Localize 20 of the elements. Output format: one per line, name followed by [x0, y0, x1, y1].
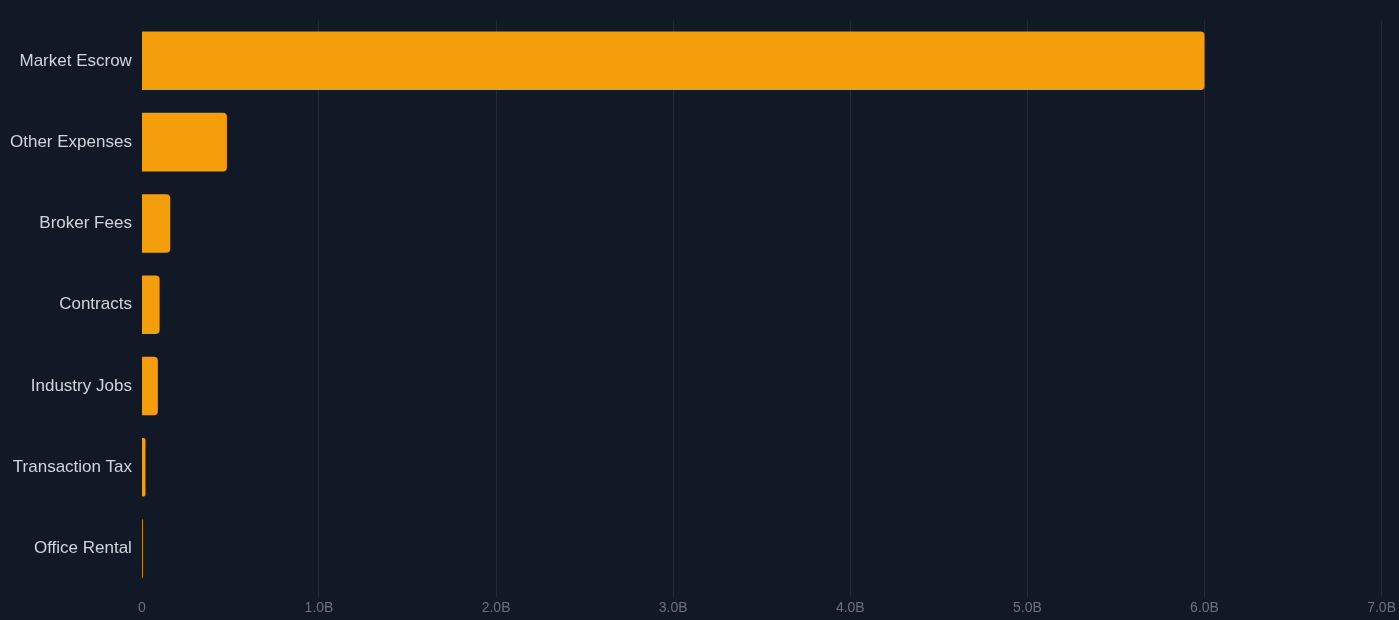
x-tick-label: 4.0B	[835, 599, 865, 616]
x-tick-label: 2.0B	[481, 599, 511, 616]
y-tick-label: Transaction Tax	[12, 456, 133, 476]
y-tick-label: Market Escrow	[19, 50, 133, 70]
x-tick-label: 5.0B	[1012, 599, 1042, 616]
y-tick-label: Contracts	[59, 294, 132, 314]
x-tick-label: 3.0B	[658, 599, 688, 616]
bar	[141, 31, 1205, 91]
y-tick-label: Broker Fees	[39, 213, 132, 233]
bar	[141, 356, 158, 416]
bar	[141, 194, 171, 253]
y-tick-label: Industry Jobs	[30, 375, 132, 395]
x-tick-label: 6.0B	[1190, 599, 1219, 616]
x-tick-label: 1.0B	[304, 599, 334, 616]
y-tick-label: Office Rental	[33, 538, 132, 558]
bar	[141, 275, 160, 334]
y-tick-label: Other Expenses	[9, 131, 132, 151]
bar	[141, 112, 227, 172]
x-tick-label: 7.0B	[1367, 599, 1397, 616]
x-tick-label: 0	[138, 599, 146, 616]
